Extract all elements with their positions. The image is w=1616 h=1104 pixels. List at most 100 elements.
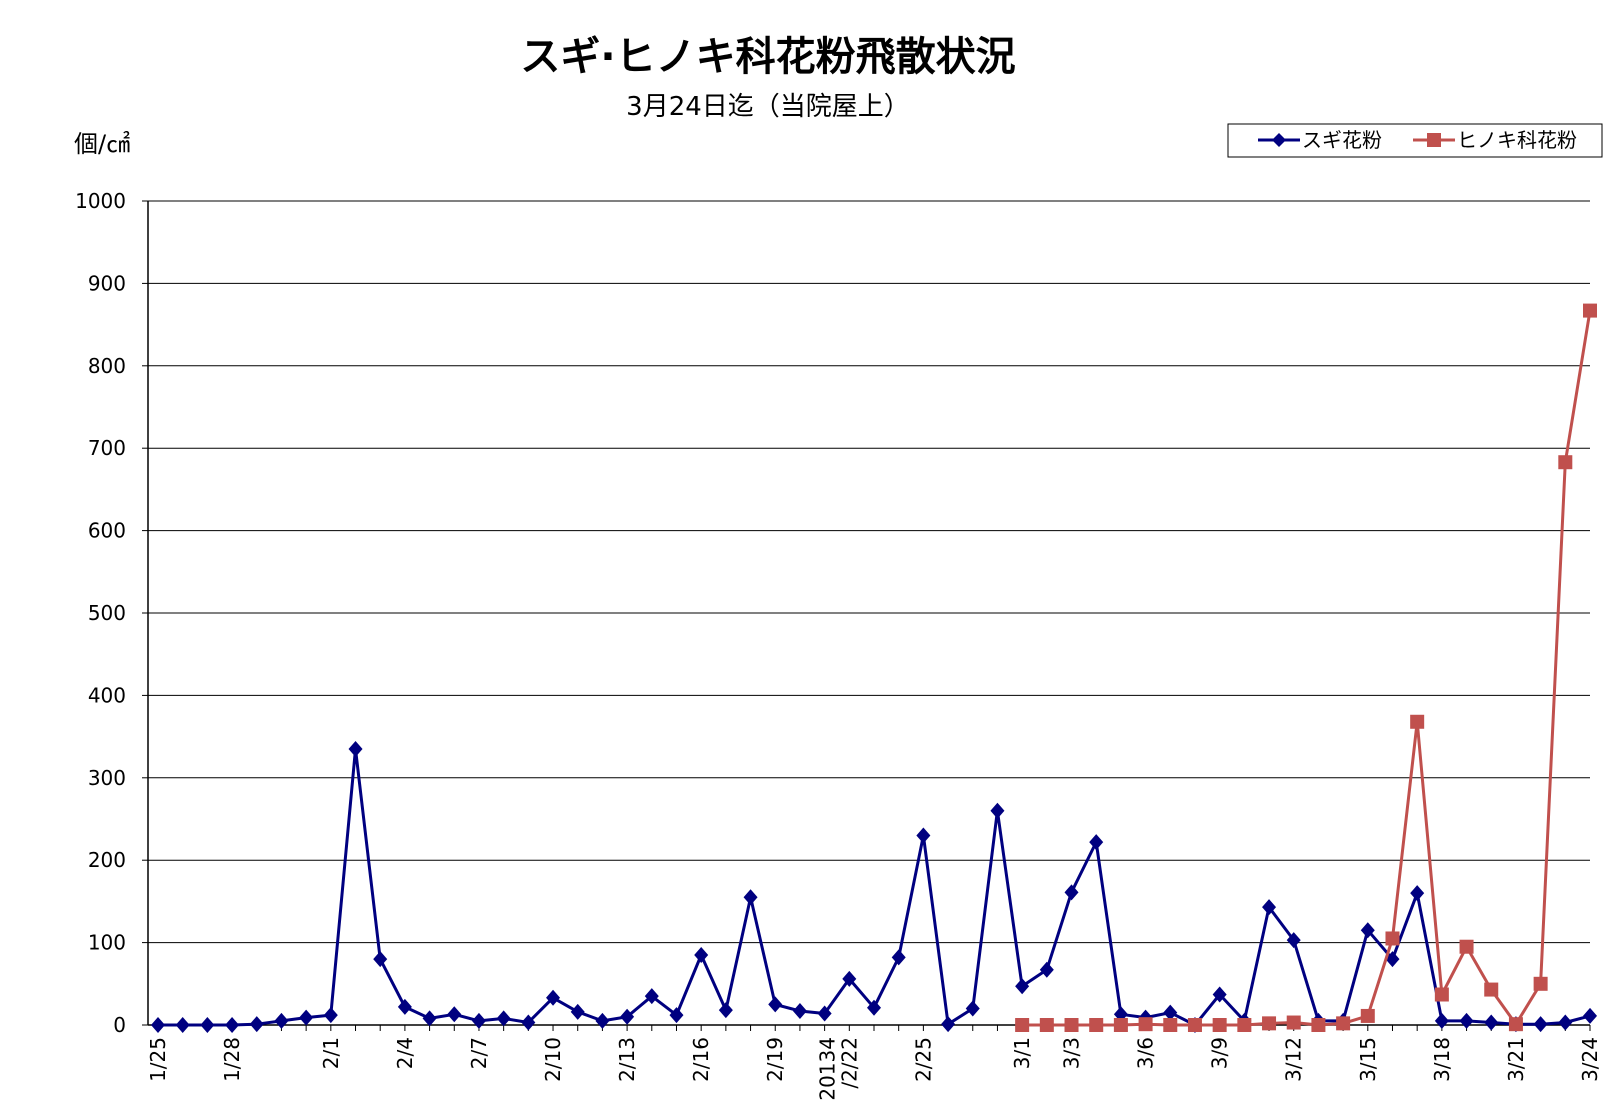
x-tick-label-10: 2/25 [911,1037,935,1082]
grid-lines [148,200,1590,944]
data-point-1-1 [1039,1018,1054,1032]
data-point-0-5 [274,1012,289,1029]
x-tick-label-3: 2/4 [393,1037,417,1069]
x-tick-label-18: 3/21 [1504,1037,1528,1082]
data-point-0-30 [891,949,906,966]
y-tick-label-9: 900 [88,271,126,295]
data-point-0-15 [521,1014,536,1031]
x-tick-label-19: 3/24 [1578,1037,1602,1082]
legend-label-hinoki: ヒノキ科花粉 [1457,128,1577,152]
data-point-1-5 [1138,1017,1153,1032]
chart-title: スギ·ヒノキ科花粉飛散状況 [520,34,1015,80]
x-tick-label-16: 3/15 [1356,1037,1380,1082]
data-point-0-13 [471,1012,486,1029]
data-point-0-1 [175,1017,190,1033]
data-point-0-35 [1015,978,1030,995]
data-point-0-29 [867,999,881,1016]
data-point-0-6 [299,1009,314,1026]
x-tick-label-1: 1/28 [220,1037,244,1082]
y-tick-label-4: 400 [88,683,126,707]
x-tick-label-15: 3/12 [1282,1037,1306,1082]
data-point-1-16 [1410,714,1425,729]
data-point-1-21 [1533,976,1548,991]
data-point-0-28 [842,970,857,987]
y-axis-ticks: 0 100 200 300 400 500 600 700 800 900 1000 [75,189,148,1037]
data-point-0-14 [496,1010,511,1027]
data-point-0-7 [323,1007,338,1024]
data-point-0-53 [1459,1012,1474,1029]
legend: スギ花粉 ヒノキ科花粉 [1227,123,1603,158]
data-point-0-41 [1163,1004,1178,1021]
y-tick-label-10: 1000 [75,189,126,213]
data-point-1-2 [1064,1018,1079,1032]
x-tick-label-12: 3/3 [1060,1037,1084,1069]
data-point-0-21 [669,1007,684,1024]
data-point-1-7 [1187,1018,1202,1032]
data-point-0-38 [1089,834,1104,851]
data-point-0-12 [447,1006,462,1023]
x-axis-ticks: 1/25 1/28 2/1 2/4 2/7 2/10 2/13 2/16 2/19 20134/2… [146,1025,1602,1101]
y-tick-label-2: 200 [88,848,126,872]
y-tick-label-1: 100 [88,931,126,955]
data-point-1-6 [1163,1018,1178,1032]
data-point-0-52 [1434,1012,1449,1029]
data-point-0-19 [620,1008,635,1025]
data-point-1-18 [1459,939,1474,954]
y-tick-label-8: 800 [88,354,126,378]
data-point-0-46 [1286,932,1301,949]
data-point-0-8 [348,740,363,757]
data-point-0-36 [1039,961,1054,978]
data-point-1-14 [1360,1008,1375,1023]
data-point-1-23 [1583,303,1597,318]
data-point-0-25 [768,996,783,1013]
data-point-0-17 [570,1003,585,1020]
data-point-0-24 [743,889,758,906]
data-point-0-32 [941,1016,956,1033]
data-point-1-10 [1262,1016,1277,1031]
y-tick-label-3: 300 [88,766,126,790]
data-point-0-10 [397,998,412,1015]
data-point-0-50 [1385,951,1400,968]
data-point-1-19 [1484,982,1499,997]
data-point-0-31 [916,827,931,844]
data-point-0-26 [792,1002,807,1019]
legend-marker-sugi [1272,133,1286,147]
x-tick-label-2: 2/1 [319,1037,343,1069]
series-line-0 [158,747,1591,1027]
x-tick-label-7: 2/16 [689,1037,713,1082]
x-tick-label-8: 2/19 [763,1037,787,1082]
data-point-1-8 [1212,1018,1227,1032]
data-point-0-2 [200,1017,215,1033]
data-point-1-11 [1286,1015,1301,1030]
data-point-0-4 [249,1016,264,1033]
series-layer [151,303,1597,1033]
data-point-1-4 [1113,1018,1128,1032]
data-point-1-9 [1237,1018,1252,1032]
data-point-0-18 [595,1012,610,1029]
data-point-0-27 [817,1005,832,1022]
x-tick-label-11: 3/1 [1010,1037,1034,1069]
data-point-0-33 [965,1000,980,1017]
data-point-0-49 [1360,922,1375,939]
data-point-0-37 [1064,884,1079,901]
data-point-1-22 [1558,455,1573,470]
data-point-1-20 [1508,1017,1523,1032]
data-point-1-3 [1089,1018,1104,1032]
data-point-0-16 [546,989,561,1006]
y-tick-label-7: 700 [88,436,126,460]
data-point-0-58 [1583,1007,1597,1024]
x-tick-label-13: 3/6 [1134,1037,1158,1069]
data-point-1-13 [1336,1016,1351,1031]
legend-marker-hinoki [1427,133,1441,147]
x-tick-label-0: 1/25 [146,1037,170,1082]
data-point-0-54 [1484,1014,1499,1031]
x-tick-label-4: 2/7 [467,1037,491,1069]
data-point-0-0 [151,1017,165,1033]
y-tick-label-5: 500 [88,601,126,625]
data-point-1-17 [1434,987,1449,1002]
data-point-0-23 [718,1002,733,1019]
data-point-0-45 [1262,899,1277,916]
chart-subtitle: 3月24日迄（当院屋上） [626,92,910,122]
x-tick-label-9-1: /2/22 [837,1037,861,1089]
